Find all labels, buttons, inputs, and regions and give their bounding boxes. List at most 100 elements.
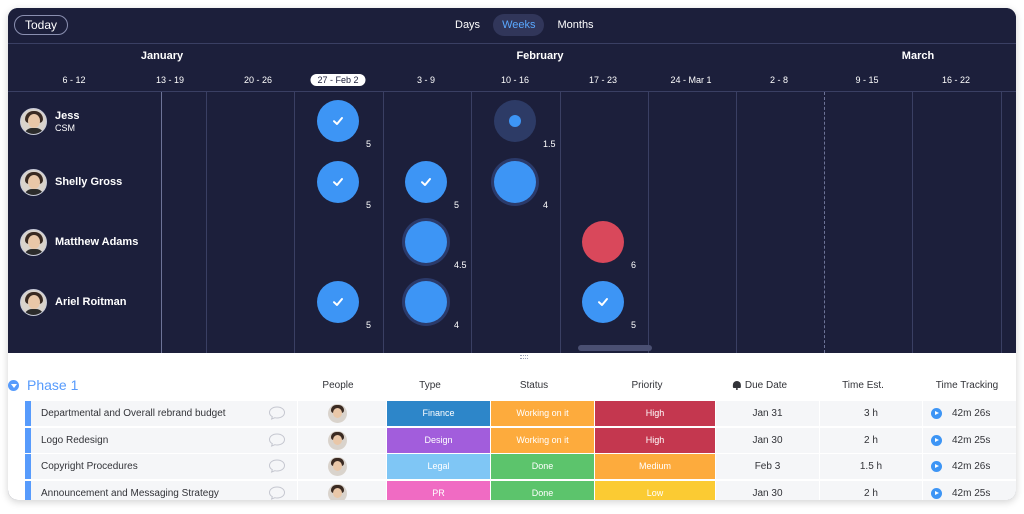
week-label[interactable]: 10 - 16 (500, 75, 530, 85)
item-name[interactable]: Copyright Procedures (41, 461, 138, 472)
week-label[interactable]: 9 - 15 (855, 75, 879, 85)
cell-divider (819, 427, 820, 453)
header-divider (8, 43, 1016, 44)
tab-days[interactable]: Days (455, 19, 481, 31)
item-name[interactable]: Logo Redesign (41, 434, 109, 446)
avatar-face (333, 461, 342, 471)
workload-bubble[interactable] (405, 281, 447, 323)
week-label[interactable]: 20 - 26 (243, 75, 273, 85)
person-avatar[interactable] (328, 430, 347, 450)
person-info: Shelly Gross (55, 176, 122, 188)
cell-divider (715, 480, 716, 500)
resize-handle[interactable] (520, 355, 528, 359)
workload-bubble[interactable] (494, 100, 536, 142)
item-name[interactable]: Departmental and Overall rebrand budget (41, 408, 226, 419)
person-avatar[interactable] (328, 483, 347, 500)
check-icon (596, 295, 610, 309)
play-icon[interactable] (931, 434, 942, 446)
tab-months[interactable]: Months (557, 19, 594, 31)
priority-label[interactable]: Medium (595, 454, 715, 479)
play-icon[interactable] (931, 408, 942, 419)
table-row[interactable]: Departmental and Overall rebrand budget F… (25, 401, 1016, 426)
time-estimate[interactable]: 2 h (864, 434, 878, 446)
comment-icon[interactable] (268, 459, 286, 473)
column-header-people[interactable]: People (322, 380, 353, 391)
cell-divider (594, 454, 595, 479)
time-estimate[interactable]: 3 h (864, 408, 878, 419)
view-switcher: Days Weeks Months (446, 14, 603, 36)
type-label[interactable]: PR (387, 480, 490, 500)
time-estimate[interactable]: 1.5 h (859, 461, 883, 472)
group-title[interactable]: Phase 1 (27, 377, 79, 393)
play-icon[interactable] (931, 487, 942, 499)
today-button[interactable]: Today (14, 15, 68, 35)
column-header-time-tracking[interactable]: Time Tracking (936, 380, 998, 391)
status-label[interactable]: Working on it (491, 401, 594, 426)
table-row[interactable]: Copyright Procedures Legal Done Medium Feb 3… (25, 454, 1016, 479)
person-row[interactable]: Matthew Adams (20, 227, 138, 257)
status-label[interactable]: Working on it (491, 427, 594, 453)
completed-workload-bubble[interactable] (405, 161, 447, 203)
priority-label[interactable]: High (595, 401, 715, 426)
due-date[interactable]: Jan 30 (752, 487, 783, 499)
person-avatar[interactable] (328, 457, 347, 476)
play-icon[interactable] (931, 461, 942, 472)
week-label[interactable]: 24 - Mar 1 (670, 75, 712, 85)
group-collapse-icon[interactable] (8, 380, 19, 391)
current-week-label[interactable]: 27 - Feb 2 (310, 74, 366, 86)
avatar-body (24, 127, 44, 134)
workload-bubble[interactable] (494, 161, 536, 203)
cell-divider (490, 454, 491, 479)
comment-icon[interactable] (268, 432, 286, 447)
column-header-priority[interactable]: Priority (631, 380, 662, 391)
due-date[interactable]: Jan 30 (752, 434, 783, 446)
week-label[interactable]: 16 - 22 (941, 75, 971, 85)
person-row[interactable]: Jess CSM (20, 106, 79, 136)
column-header-type[interactable]: Type (419, 380, 441, 391)
item-name[interactable]: Announcement and Messaging Strategy (41, 487, 219, 499)
table-row[interactable]: Announcement and Messaging Strategy PR Don… (25, 480, 1016, 501)
comment-icon[interactable] (268, 406, 286, 420)
due-date[interactable]: Jan 31 (752, 408, 783, 419)
bell-icon (732, 381, 741, 390)
tab-weeks[interactable]: Weeks (493, 14, 545, 36)
completed-workload-bubble[interactable] (317, 281, 359, 323)
workload-bubble[interactable] (582, 221, 624, 263)
column-header-status[interactable]: Status (520, 380, 548, 391)
completed-workload-bubble[interactable] (317, 161, 359, 203)
workload-bubble[interactable] (405, 221, 447, 263)
comment-icon[interactable] (268, 485, 286, 500)
week-label[interactable]: 3 - 9 (416, 75, 436, 85)
time-tracking-value: 42m 26s (952, 408, 991, 419)
table-row[interactable]: Logo Redesign Design Working on it High Jan … (25, 427, 1016, 453)
week-label[interactable]: 13 - 19 (155, 75, 185, 85)
time-tracking: 42m 25s (931, 481, 990, 501)
week-label[interactable]: 17 - 23 (588, 75, 618, 85)
type-label[interactable]: Design (387, 427, 490, 453)
time-tracking-value: 42m 26s (952, 461, 991, 472)
person-row[interactable]: Ariel Roitman (20, 287, 127, 317)
completed-workload-bubble[interactable] (582, 281, 624, 323)
type-label[interactable]: Legal (387, 454, 490, 479)
column-header-time-est[interactable]: Time Est. (842, 380, 884, 391)
time-tracking: 42m 25s (931, 428, 990, 453)
type-label[interactable]: Finance (387, 401, 490, 426)
week-label[interactable]: 2 - 8 (769, 75, 789, 85)
cell-divider (490, 401, 491, 426)
column-header-due-date[interactable]: Due Date (732, 380, 787, 391)
completed-workload-bubble[interactable] (317, 100, 359, 142)
week-label[interactable]: 6 - 12 (62, 75, 86, 85)
column-header-label: Type (419, 380, 441, 391)
priority-label[interactable]: Low (595, 480, 715, 500)
horizontal-scrollbar[interactable] (578, 345, 652, 351)
person-avatar[interactable] (328, 404, 347, 423)
header-divider (8, 91, 1016, 92)
status-label[interactable]: Done (491, 454, 594, 479)
priority-label[interactable]: High (595, 427, 715, 453)
time-estimate[interactable]: 2 h (864, 487, 878, 499)
due-date[interactable]: Feb 3 (754, 461, 781, 472)
avatar-face (333, 408, 342, 418)
person-row[interactable]: Shelly Gross (20, 167, 122, 197)
check-icon (331, 114, 345, 128)
status-label[interactable]: Done (491, 480, 594, 500)
